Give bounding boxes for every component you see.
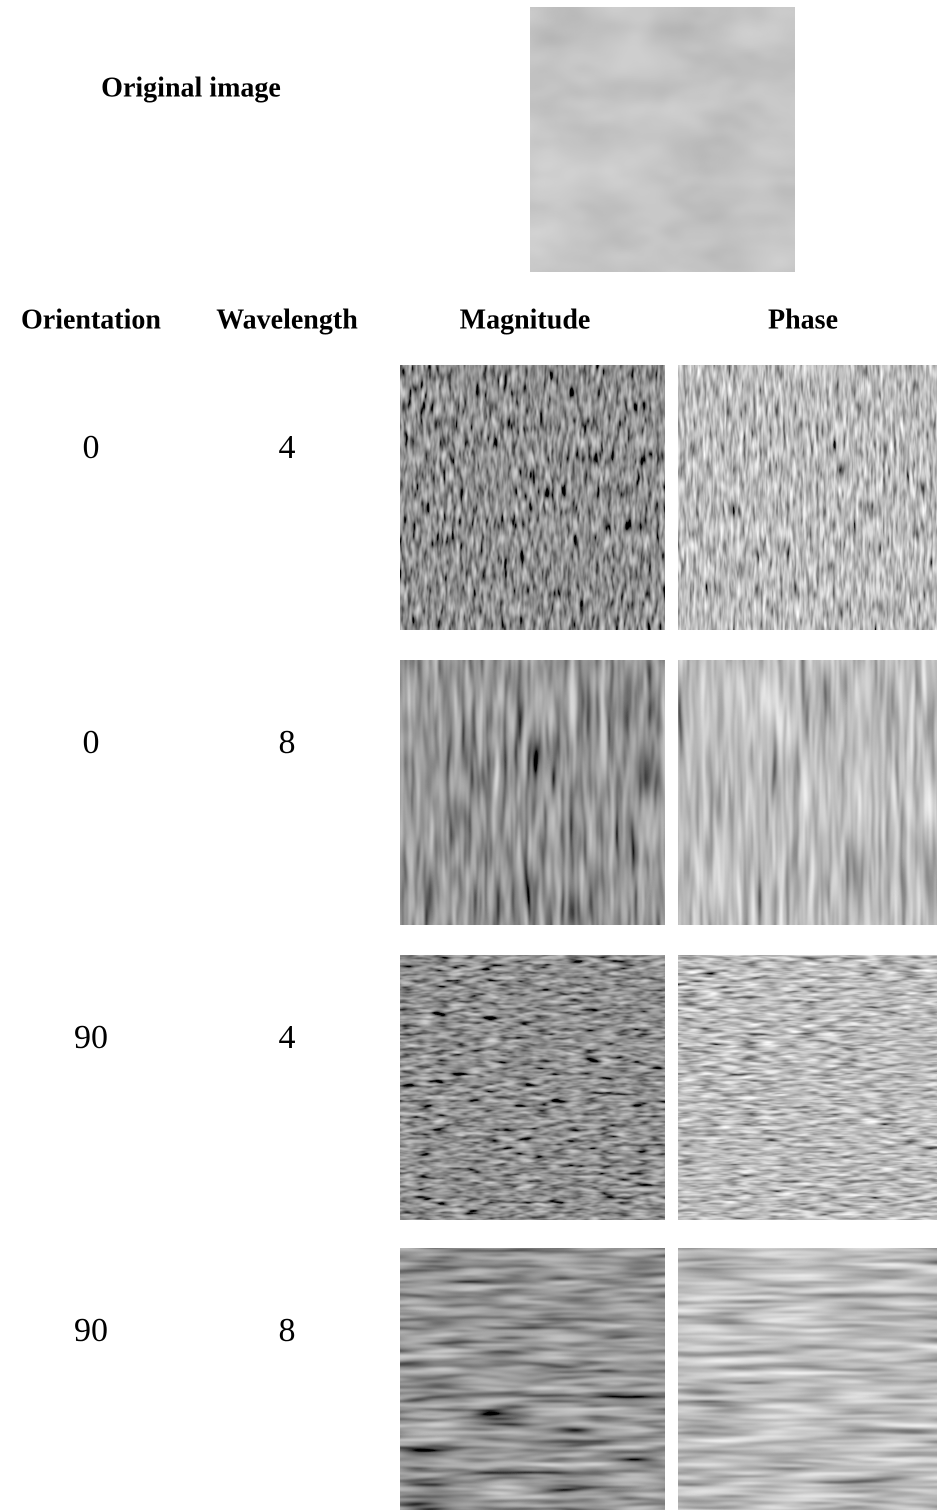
orientation-value: 0 [83, 724, 100, 761]
figure: Original image Orientation Wavelength Ma… [0, 0, 937, 1510]
wavelength-value: 8 [279, 1312, 296, 1349]
magnitude-image [400, 660, 665, 925]
column-header: Orientation [21, 304, 161, 335]
orientation-value: 90 [74, 1312, 108, 1349]
phase-image [678, 955, 937, 1220]
column-header: Phase [768, 304, 838, 335]
wavelength-value: 4 [279, 429, 296, 466]
magnitude-image [400, 1248, 665, 1510]
magnitude-image [400, 955, 665, 1220]
magnitude-image [400, 365, 665, 630]
wavelength-value: 8 [279, 724, 296, 761]
orientation-value: 90 [74, 1019, 108, 1056]
wavelength-value: 4 [279, 1019, 296, 1056]
original-image-label: Original image [101, 72, 281, 103]
phase-image [678, 1248, 937, 1510]
phase-image [678, 365, 937, 630]
orientation-value: 0 [83, 429, 100, 466]
phase-image [678, 660, 937, 925]
column-header: Wavelength [216, 304, 358, 335]
original-image [530, 7, 795, 272]
column-header: Magnitude [460, 304, 591, 335]
